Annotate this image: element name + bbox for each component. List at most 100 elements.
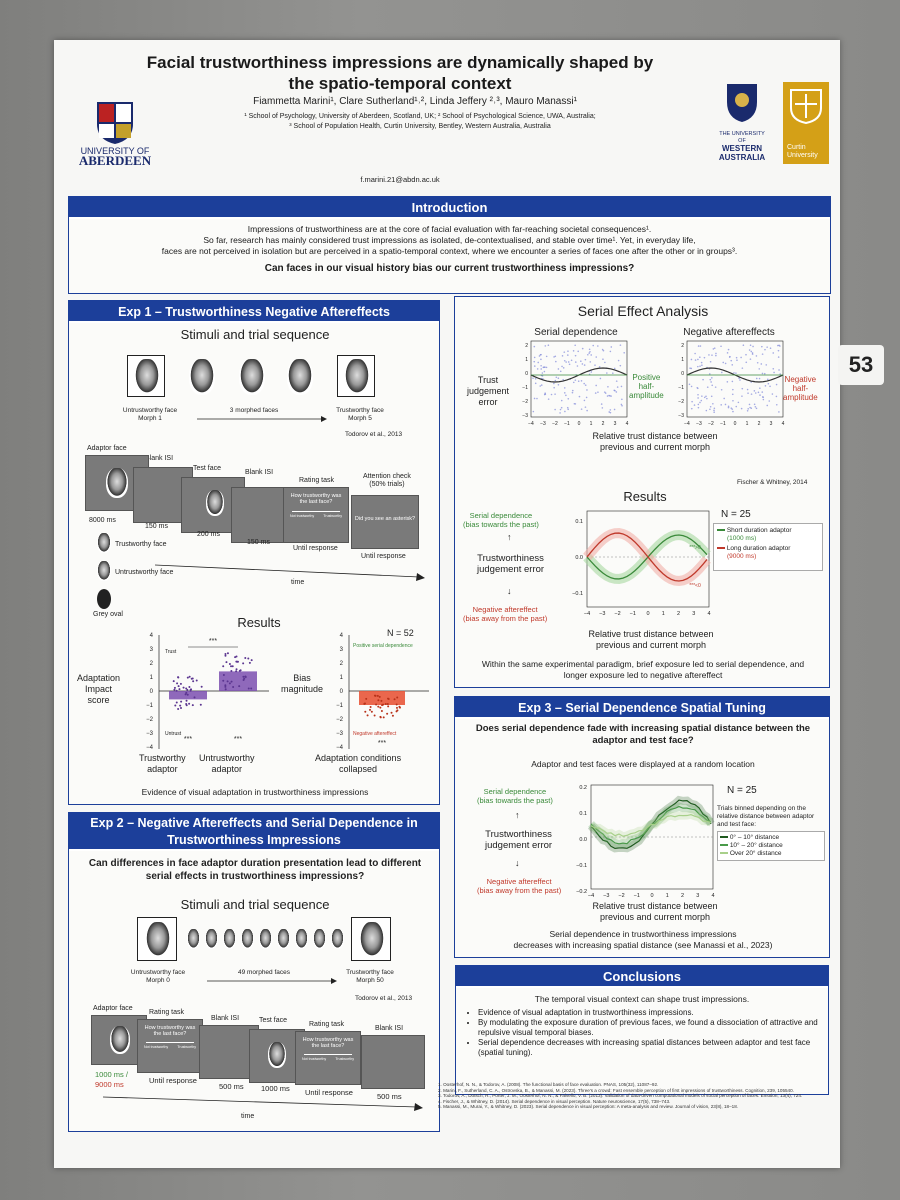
data-point bbox=[711, 377, 713, 379]
data-point bbox=[709, 378, 712, 381]
data-point bbox=[566, 354, 569, 356]
data-point bbox=[727, 405, 730, 408]
morphed-face-image bbox=[205, 929, 218, 949]
data-point bbox=[230, 680, 233, 683]
data-point bbox=[607, 385, 609, 388]
data-point bbox=[777, 344, 779, 347]
data-point bbox=[547, 344, 550, 347]
trustworthy-legend-icon bbox=[97, 533, 111, 553]
y-tick-label: −3 bbox=[522, 413, 528, 419]
data-point bbox=[699, 401, 701, 404]
face-image bbox=[145, 922, 171, 958]
data-point bbox=[688, 383, 691, 386]
x-tick-label: 1 bbox=[666, 893, 669, 899]
data-point bbox=[387, 705, 390, 708]
data-point bbox=[545, 355, 548, 358]
aberdeen-logo: UNIVERSITY OF ABERDEEN bbox=[70, 100, 160, 180]
data-point bbox=[713, 409, 715, 412]
data-point bbox=[242, 675, 245, 678]
exp3-header: Exp 3 – Serial Dependence Spatial Tuning bbox=[455, 697, 829, 719]
duration-results-chart: 0.1 0.0 −0.1 −4 −3 −2 −1 0 1 2 3 4 ***>0 ***<0 bbox=[572, 510, 711, 617]
data-point bbox=[747, 392, 749, 394]
data-point bbox=[749, 344, 752, 346]
data-point bbox=[580, 380, 583, 382]
reference-item: 3. Todorov, A., Dotsch, R., Porter, J. M… bbox=[438, 1093, 803, 1099]
data-point bbox=[761, 353, 764, 355]
exp2-stimuli-title: Stimuli and trial sequence bbox=[180, 897, 330, 912]
data-point bbox=[708, 373, 711, 375]
data-point bbox=[775, 383, 778, 386]
data-point bbox=[594, 392, 597, 394]
serial-effect-section: Serial Effect Analysis Serial dependence… bbox=[454, 296, 830, 688]
data-point bbox=[758, 368, 761, 370]
data-point bbox=[533, 397, 536, 400]
data-point bbox=[230, 665, 233, 668]
legend-short-ms: (1000 ms) bbox=[727, 535, 757, 542]
data-point bbox=[768, 400, 771, 402]
data-point bbox=[236, 660, 239, 663]
data-point bbox=[387, 697, 390, 700]
data-point bbox=[585, 396, 588, 399]
aberdeen-name-line2: ABERDEEN bbox=[78, 153, 152, 168]
data-point bbox=[589, 361, 592, 363]
data-point bbox=[563, 351, 566, 353]
poster-number-tag: 53 bbox=[838, 345, 884, 385]
data-point bbox=[224, 654, 227, 657]
y-tick-label: 1 bbox=[525, 357, 528, 363]
morphed-face-image bbox=[313, 929, 326, 949]
data-point bbox=[766, 346, 768, 348]
data-point bbox=[773, 371, 775, 374]
untrustworthy-face-label: Untrustworthy face Morph 1 bbox=[122, 407, 178, 422]
data-point bbox=[766, 378, 769, 381]
data-point bbox=[175, 689, 178, 692]
data-point bbox=[697, 358, 699, 361]
x-tick-label: 0 bbox=[734, 421, 737, 427]
data-point bbox=[750, 407, 753, 409]
data-point bbox=[177, 676, 180, 679]
conclusions-lead: The temporal visual context can shape tr… bbox=[534, 994, 750, 1004]
data-point bbox=[590, 371, 593, 373]
uwa-name-line2: WESTERN bbox=[722, 144, 762, 153]
data-point bbox=[537, 361, 540, 364]
data-point bbox=[185, 699, 188, 702]
seq-rating-label: Rating task bbox=[149, 1009, 185, 1016]
data-point bbox=[369, 706, 372, 709]
data-point bbox=[709, 360, 712, 363]
data-point bbox=[721, 371, 723, 374]
exp1-header: Exp 1 – Trustworthiness Negative Afteref… bbox=[69, 301, 439, 323]
data-point bbox=[697, 345, 700, 347]
negative-aftereffect-scatter: 210−1−2−3−4 −3 −2 −1 0 1 2 3 4 bbox=[678, 340, 785, 427]
data-point bbox=[533, 365, 536, 367]
curtin-name-line2: University bbox=[787, 152, 818, 159]
y-tick-label: 0 bbox=[525, 371, 528, 377]
attention-screen: Did you see an asterisk? bbox=[351, 495, 419, 549]
data-point bbox=[769, 385, 771, 388]
data-point bbox=[604, 361, 606, 364]
data-point bbox=[381, 704, 384, 707]
data-point bbox=[559, 412, 561, 414]
x-tick-label: −3 bbox=[603, 893, 609, 899]
affiliations: ¹ School of Psychology, University of Ab… bbox=[160, 112, 680, 132]
data-point bbox=[764, 385, 767, 387]
data-point bbox=[177, 685, 180, 688]
x-tick-label: 2 bbox=[758, 421, 761, 427]
y-tick-label: 3 bbox=[150, 647, 154, 653]
data-point bbox=[697, 406, 700, 409]
data-point bbox=[584, 384, 587, 386]
data-point bbox=[565, 394, 567, 397]
legend-near: 0° – 10° distance bbox=[729, 834, 780, 841]
data-point bbox=[570, 359, 573, 362]
data-point bbox=[178, 688, 181, 691]
data-point bbox=[731, 393, 734, 396]
data-point bbox=[700, 361, 703, 364]
data-point bbox=[190, 677, 193, 680]
data-point bbox=[755, 377, 758, 380]
exp1-citation: Todorov et al., 2013 bbox=[345, 431, 403, 438]
serial-dependence-scatter: 210−1−2−3−4 −3 −2 −1 0 1 2 3 4 bbox=[522, 340, 629, 427]
data-point bbox=[730, 407, 733, 409]
data-point bbox=[563, 392, 566, 394]
bias-ylabel: Bias magnitude bbox=[281, 673, 324, 694]
data-point bbox=[364, 710, 367, 713]
data-point bbox=[186, 688, 189, 691]
collapsed-bar bbox=[359, 691, 405, 705]
